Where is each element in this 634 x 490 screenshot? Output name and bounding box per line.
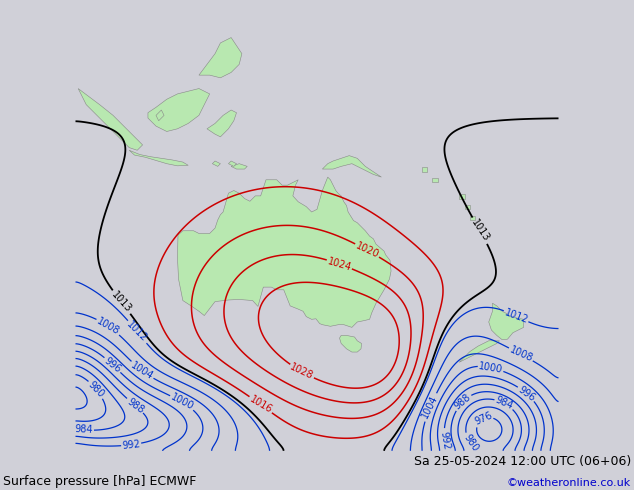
- Text: 996: 996: [516, 384, 537, 403]
- Text: 988: 988: [453, 392, 473, 412]
- Text: 1012: 1012: [125, 319, 150, 344]
- Text: 1024: 1024: [326, 256, 353, 272]
- Polygon shape: [459, 341, 500, 362]
- Text: 1013: 1013: [469, 218, 491, 244]
- Text: 1000: 1000: [169, 392, 195, 412]
- Text: 1028: 1028: [288, 362, 315, 382]
- Polygon shape: [489, 303, 524, 340]
- Text: 1008: 1008: [95, 316, 121, 337]
- Text: 976: 976: [473, 411, 494, 427]
- Text: 1004: 1004: [129, 360, 155, 381]
- Polygon shape: [199, 38, 242, 78]
- Polygon shape: [78, 89, 143, 150]
- Text: 1008: 1008: [508, 345, 534, 364]
- Text: 992: 992: [122, 439, 141, 451]
- Text: 1013: 1013: [110, 290, 133, 315]
- Text: 996: 996: [102, 355, 123, 374]
- Text: ©weatheronline.co.uk: ©weatheronline.co.uk: [507, 478, 631, 488]
- Text: Sa 25-05-2024 12:00 UTC (06+06): Sa 25-05-2024 12:00 UTC (06+06): [413, 455, 631, 468]
- Polygon shape: [156, 110, 164, 121]
- Text: 1020: 1020: [354, 241, 380, 260]
- Polygon shape: [148, 89, 210, 131]
- Text: 1016: 1016: [248, 394, 274, 415]
- Text: 984: 984: [75, 424, 93, 435]
- Polygon shape: [212, 161, 221, 167]
- Polygon shape: [207, 110, 236, 137]
- Text: 1012: 1012: [503, 307, 529, 325]
- Polygon shape: [465, 205, 470, 209]
- Polygon shape: [340, 336, 361, 352]
- Polygon shape: [231, 164, 247, 169]
- Polygon shape: [178, 177, 391, 327]
- Text: 988: 988: [125, 396, 145, 415]
- Polygon shape: [322, 156, 382, 177]
- Text: 1000: 1000: [478, 361, 503, 374]
- Text: 992: 992: [439, 430, 451, 450]
- Text: 980: 980: [86, 379, 106, 399]
- Text: 984: 984: [494, 395, 514, 412]
- Text: 1004: 1004: [420, 394, 440, 420]
- Polygon shape: [228, 161, 236, 167]
- Polygon shape: [459, 194, 465, 198]
- Text: 980: 980: [462, 433, 480, 454]
- Text: Surface pressure [hPa] ECMWF: Surface pressure [hPa] ECMWF: [3, 474, 197, 488]
- Polygon shape: [129, 150, 188, 166]
- Polygon shape: [422, 168, 427, 172]
- Polygon shape: [470, 216, 476, 220]
- Polygon shape: [432, 178, 437, 182]
